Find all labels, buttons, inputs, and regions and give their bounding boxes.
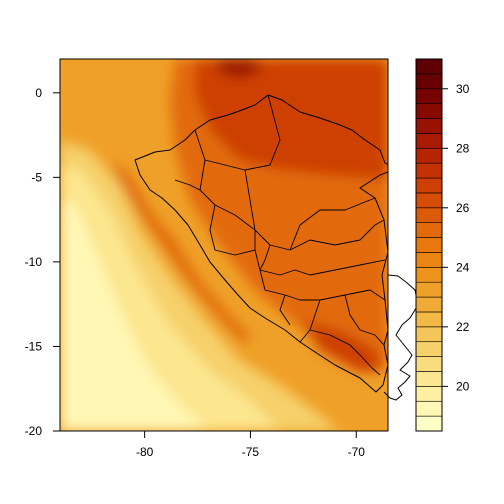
colorbar-swatch <box>415 162 443 179</box>
colorbar-swatch <box>415 371 443 387</box>
colorbar-swatch <box>415 281 443 298</box>
colorbar-tick-label: 26 <box>456 201 470 215</box>
colorbar-swatch <box>415 118 443 134</box>
colorbar-swatch <box>415 222 443 238</box>
country-boundaries <box>134 94 388 393</box>
colorbar-tick-label: 22 <box>456 320 470 334</box>
colorbar-tick-label: 30 <box>456 82 470 96</box>
neighbor-border <box>383 274 419 401</box>
colorbar-frame <box>415 58 443 432</box>
x-axis: -80 -75 -70 <box>136 431 365 459</box>
colorbar-swatch <box>415 88 443 104</box>
colorbar-swatch <box>415 177 443 194</box>
colorbar-swatch <box>415 147 443 164</box>
y-axis: 0 -5 -10 -15 -20 <box>25 86 60 438</box>
colorbar-swatch <box>415 311 443 328</box>
neighbor-outline <box>383 274 419 401</box>
colorbar-tick-label: 28 <box>456 141 470 155</box>
colorbar-swatch <box>415 58 443 75</box>
colorbar-swatch <box>415 341 443 357</box>
colorbar-swatch <box>415 192 443 209</box>
y-tick-label: -20 <box>25 424 43 438</box>
y-tick-label: -5 <box>31 170 42 184</box>
y-tick-label: -10 <box>25 255 43 269</box>
coldest-ocean-zone <box>60 200 210 431</box>
colorbar-swatch <box>415 133 443 149</box>
colorbar-tick-label: 20 <box>456 379 470 393</box>
temperature-field <box>60 59 388 431</box>
warm-coastal-strip <box>110 160 250 345</box>
colorbar-swatch <box>415 267 443 283</box>
colorbar-swatch <box>415 237 443 253</box>
colorbar-swatch <box>415 326 443 343</box>
map-panel <box>60 59 388 431</box>
x-tick-label: -80 <box>136 445 154 459</box>
x-tick-label: -75 <box>242 445 260 459</box>
y-tick-label: 0 <box>35 86 42 100</box>
hot-interior <box>195 59 388 180</box>
colorbar-swatch <box>415 296 443 313</box>
department-borders <box>174 94 386 376</box>
colorbar-swatch <box>415 356 443 372</box>
country-outline <box>134 94 388 393</box>
colorbar-swatch <box>415 386 443 402</box>
hottest-spot <box>215 59 262 78</box>
colorbar-swatch <box>415 415 443 432</box>
colorbar-swatch <box>415 400 443 417</box>
colorbar: 20 22 24 26 28 30 <box>415 58 470 432</box>
plot-frame <box>59 58 389 432</box>
x-tick-label: -70 <box>348 445 366 459</box>
colorbar-swatch <box>415 207 443 223</box>
colorbar-tick-label: 24 <box>456 260 470 274</box>
y-tick-label: -15 <box>25 339 43 353</box>
colorbar-swatch <box>415 252 443 268</box>
colorbar-swatch <box>415 73 443 90</box>
colorbar-swatch <box>415 103 443 119</box>
